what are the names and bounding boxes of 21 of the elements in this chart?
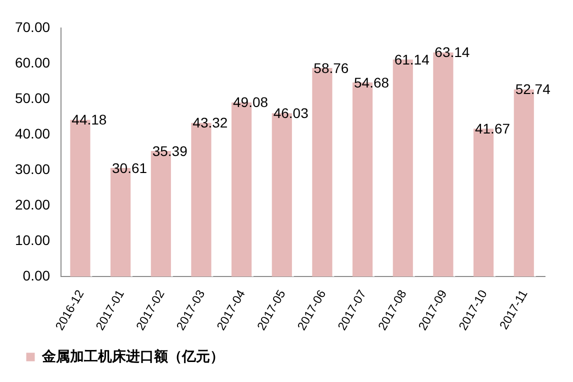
y-tick-label: 60.00 [14, 54, 50, 70]
y-tick-label: 30.00 [14, 160, 50, 177]
data-label: 35.39 [152, 142, 188, 159]
data-label: 54.68 [354, 74, 390, 90]
y-tick-label: 70.00 [14, 18, 50, 35]
y-tick-label: 50.00 [14, 90, 50, 106]
data-label: 30.61 [112, 160, 148, 176]
data-label: 52.74 [515, 81, 551, 98]
y-tick-label: 0.00 [22, 268, 50, 284]
data-label: 41.67 [474, 120, 510, 136]
y-tick-label: 40.00 [14, 125, 50, 142]
data-label: 46.03 [273, 105, 309, 122]
legend-label: 金属加工机床进口额（亿元） [41, 348, 224, 364]
data-label: 61.14 [394, 51, 430, 68]
data-label: 43.32 [192, 114, 228, 131]
data-label: 63.14 [434, 44, 470, 60]
data-label: 49.08 [233, 94, 268, 110]
y-tick-label: 20.00 [14, 196, 50, 212]
data-label: 44.18 [72, 112, 107, 128]
data-label: 58.76 [314, 60, 349, 76]
y-tick-label: 10.00 [14, 232, 50, 248]
